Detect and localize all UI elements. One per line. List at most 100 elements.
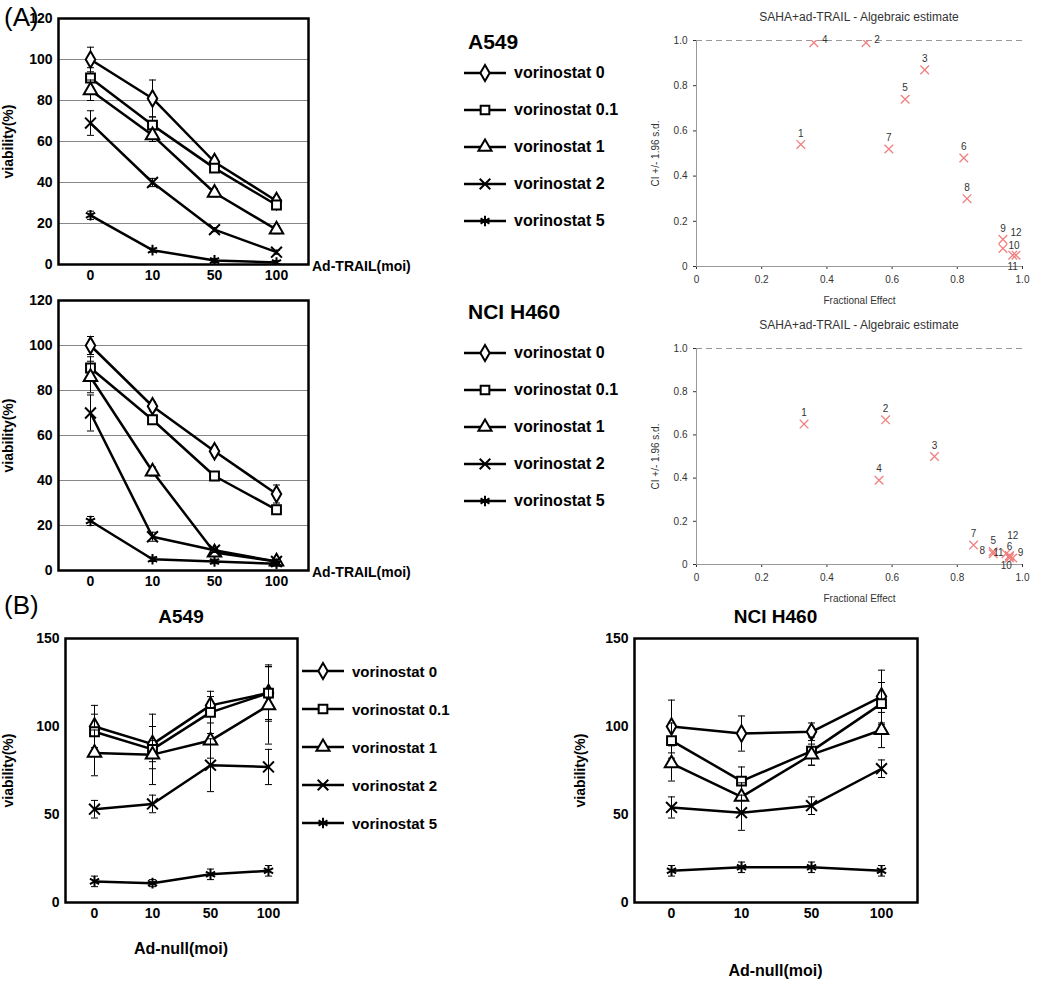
html-text:(B): (B): [4, 590, 39, 620]
html-text:NCI H460: NCI H460: [733, 606, 818, 627]
svg-text:0.6: 0.6: [674, 125, 688, 136]
svg-text:0: 0: [682, 261, 688, 272]
svg-text:0.6: 0.6: [885, 572, 899, 583]
svg-text:1.0: 1.0: [1016, 274, 1030, 285]
svg-text:0: 0: [87, 573, 95, 589]
svg-text:0: 0: [45, 256, 53, 272]
svg-text:0: 0: [91, 905, 99, 921]
svg-text:CI +/- 1.96 s.d.: CI +/- 1.96 s.d.: [650, 424, 661, 490]
svg-text:0: 0: [45, 562, 53, 578]
svg-text:0.4: 0.4: [820, 274, 834, 285]
svg-text:0.8: 0.8: [674, 80, 688, 91]
svg-text:6: 6: [961, 141, 967, 152]
svg-text:50: 50: [203, 905, 219, 921]
svg-text:1: 1: [798, 128, 804, 139]
svg-text:0.4: 0.4: [820, 572, 834, 583]
svg-text:12: 12: [1010, 227, 1022, 238]
svg-text:0: 0: [87, 267, 95, 283]
svg-text:viability(%): viability(%): [572, 734, 588, 808]
svg-text:5: 5: [902, 82, 908, 93]
svg-text:100: 100: [265, 267, 289, 283]
html-text:NCI H460: NCI H460: [468, 300, 561, 323]
svg-text:4: 4: [876, 463, 882, 474]
svg-text:7: 7: [971, 528, 977, 539]
svg-text:10: 10: [734, 905, 750, 921]
svg-text:0.4: 0.4: [674, 472, 688, 483]
svg-text:10: 10: [145, 905, 161, 921]
svg-text:100: 100: [257, 905, 281, 921]
svg-text:0: 0: [694, 572, 700, 583]
svg-text:40: 40: [37, 472, 53, 488]
svg-text:10: 10: [145, 267, 161, 283]
svg-text:9: 9: [1018, 547, 1024, 558]
svg-text:20: 20: [37, 215, 53, 231]
svg-text:viability(%): viability(%): [0, 105, 16, 179]
svg-text:150: 150: [36, 630, 60, 646]
svg-text:Fractional Effect: Fractional Effect: [823, 593, 895, 604]
html-text:(A): (A): [4, 2, 39, 32]
svg-text:0: 0: [694, 274, 700, 285]
svg-text:0.2: 0.2: [674, 216, 688, 227]
svg-text:50: 50: [207, 573, 223, 589]
svg-text:0.2: 0.2: [755, 572, 769, 583]
svg-text:1.0: 1.0: [1016, 572, 1030, 583]
svg-text:0.8: 0.8: [950, 572, 964, 583]
svg-text:50: 50: [613, 806, 629, 822]
svg-text:1: 1: [801, 407, 807, 418]
svg-text:3: 3: [932, 440, 938, 451]
svg-text:0.8: 0.8: [950, 274, 964, 285]
svg-text:10: 10: [1008, 240, 1020, 251]
svg-text:3: 3: [922, 53, 928, 64]
svg-text:40: 40: [37, 174, 53, 190]
svg-text:10: 10: [145, 573, 161, 589]
svg-text:0: 0: [668, 905, 676, 921]
svg-text:60: 60: [37, 133, 53, 149]
svg-text:60: 60: [37, 427, 53, 443]
svg-text:CI +/- 1.96 s.d.: CI +/- 1.96 s.d.: [650, 121, 661, 187]
svg-text:0.6: 0.6: [674, 429, 688, 440]
svg-text:0.2: 0.2: [674, 516, 688, 527]
svg-text:11: 11: [993, 547, 1004, 558]
svg-text:150: 150: [605, 630, 629, 646]
svg-text:9: 9: [1000, 223, 1006, 234]
html-text:A549: A549: [158, 606, 204, 627]
svg-text:100: 100: [870, 905, 894, 921]
svg-text:8: 8: [979, 545, 985, 556]
svg-text:100: 100: [36, 718, 60, 734]
svg-text:0: 0: [682, 559, 688, 570]
svg-text:0.4: 0.4: [674, 170, 688, 181]
svg-text:1.0: 1.0: [674, 343, 688, 354]
html-text:vorinostat 0: vorinostat 0: [352, 662, 437, 680]
svg-text:100: 100: [29, 337, 53, 353]
svg-text:10: 10: [1001, 560, 1013, 571]
svg-text:50: 50: [44, 806, 60, 822]
svg-text:100: 100: [605, 718, 629, 734]
svg-text:0: 0: [621, 894, 629, 910]
svg-text:Fractional Effect: Fractional Effect: [823, 295, 895, 306]
svg-text:0.2: 0.2: [755, 274, 769, 285]
svg-text:viability(%): viability(%): [0, 734, 16, 808]
svg-text:12: 12: [1007, 530, 1019, 541]
svg-text:0.6: 0.6: [885, 274, 899, 285]
svg-text:11: 11: [1008, 261, 1019, 272]
svg-text:20: 20: [37, 517, 53, 533]
svg-text:80: 80: [37, 92, 53, 108]
svg-text:5: 5: [990, 535, 996, 546]
svg-text:0.8: 0.8: [674, 386, 688, 397]
svg-text:4: 4: [822, 34, 828, 45]
svg-text:1.0: 1.0: [674, 35, 688, 46]
html-text:A549: A549: [468, 30, 519, 53]
svg-text:7: 7: [886, 132, 892, 143]
svg-text:50: 50: [804, 905, 820, 921]
svg-text:2: 2: [883, 403, 889, 414]
svg-text:viability(%): viability(%): [0, 399, 16, 473]
svg-text:80: 80: [37, 382, 53, 398]
svg-text:100: 100: [29, 51, 53, 67]
svg-text:6: 6: [1007, 541, 1013, 552]
svg-text:8: 8: [964, 182, 970, 193]
svg-text:0: 0: [52, 894, 60, 910]
svg-text:100: 100: [265, 573, 289, 589]
svg-text:120: 120: [29, 292, 53, 308]
svg-text:2: 2: [874, 34, 880, 45]
svg-text:50: 50: [207, 267, 223, 283]
